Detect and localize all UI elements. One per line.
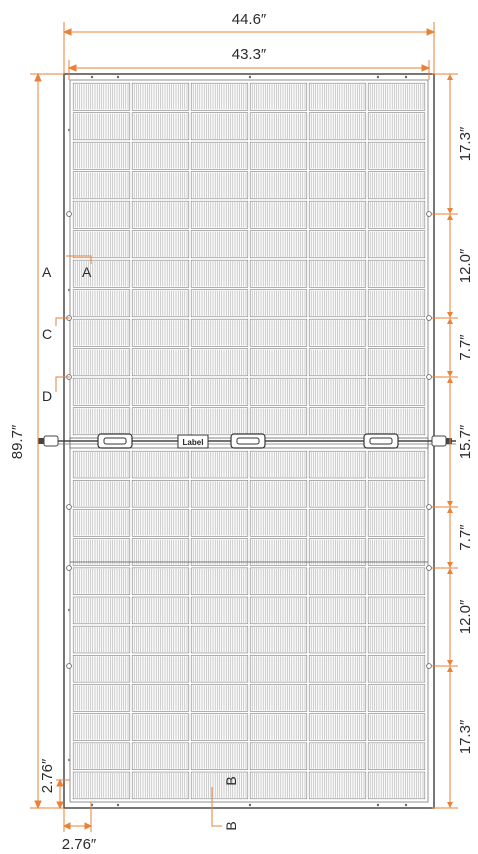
junction-row: Label [38,434,456,448]
dimension-arrow [447,377,453,383]
mounting-hole [67,505,72,510]
ref-d: D [42,388,52,404]
frame-mark [249,76,251,78]
frame-mark [68,129,70,131]
frame-mark [249,804,251,806]
dimension-arrow [447,507,453,513]
frame-mark [405,804,407,806]
ref-c: C [42,326,52,342]
mounting-hole [427,375,432,380]
right-connector-tip [446,438,452,444]
frame-mark [68,289,70,291]
frame-mark [68,609,70,611]
junction-box-3 [364,434,398,448]
frame-mark [377,804,379,806]
dimension-arrow [447,318,453,324]
dimension-arrow [447,568,453,574]
frame-mark [68,759,70,761]
ref-b-upper: B [223,776,239,785]
right-segment-label: 15.7″ [457,424,474,459]
dimension-arrow [447,660,453,666]
overall-height-label: 89.7″ [9,424,26,459]
left-connector-tip [38,438,44,444]
right-segment-label: 17.3″ [457,126,474,161]
frame-mark [117,804,119,806]
junction-box-1 [98,434,132,448]
dimension-arrow [447,802,453,808]
frame-mark [91,76,93,78]
frame-mark [117,76,119,78]
mounting-hole [67,566,72,571]
dimension-arrow [447,666,453,672]
right-connector [432,436,446,446]
mounting-hole [427,212,432,217]
label-text: Label [183,438,204,447]
dimension-arrow [447,371,453,377]
right-segment-label: 12.0″ [457,599,474,634]
junction-box-2 [231,434,265,448]
mounting-hole [67,664,72,669]
mounting-hole [427,566,432,571]
right-segment-label: 7.7″ [457,334,474,361]
ref-a-right: A [82,264,92,280]
frame-mark [405,76,407,78]
mounting-hole [427,316,432,321]
ref-a-left: A [42,264,52,280]
overall-width-label: 44.6″ [232,11,267,28]
frame-mark [377,76,379,78]
right-segment-label: 17.3″ [457,719,474,754]
mounting-hole [427,505,432,510]
right-segment-label: 7.7″ [457,524,474,551]
mounting-hole [427,664,432,669]
dimension-arrow [447,312,453,318]
dimension-arrow [447,208,453,214]
inner-width-label: 43.3″ [232,46,267,63]
corner-horizontal-label: 2.76″ [62,836,97,853]
ref-b-lower: B [223,821,239,830]
dimension-arrow [447,562,453,568]
dimension-arrow [447,214,453,220]
corner-vertical-label: 2.76″ [39,758,56,793]
left-connector [44,436,58,446]
right-segment-label: 12.0″ [457,248,474,283]
dimension-arrow [447,74,453,80]
mounting-hole [67,212,72,217]
dimension-arrow [447,501,453,507]
